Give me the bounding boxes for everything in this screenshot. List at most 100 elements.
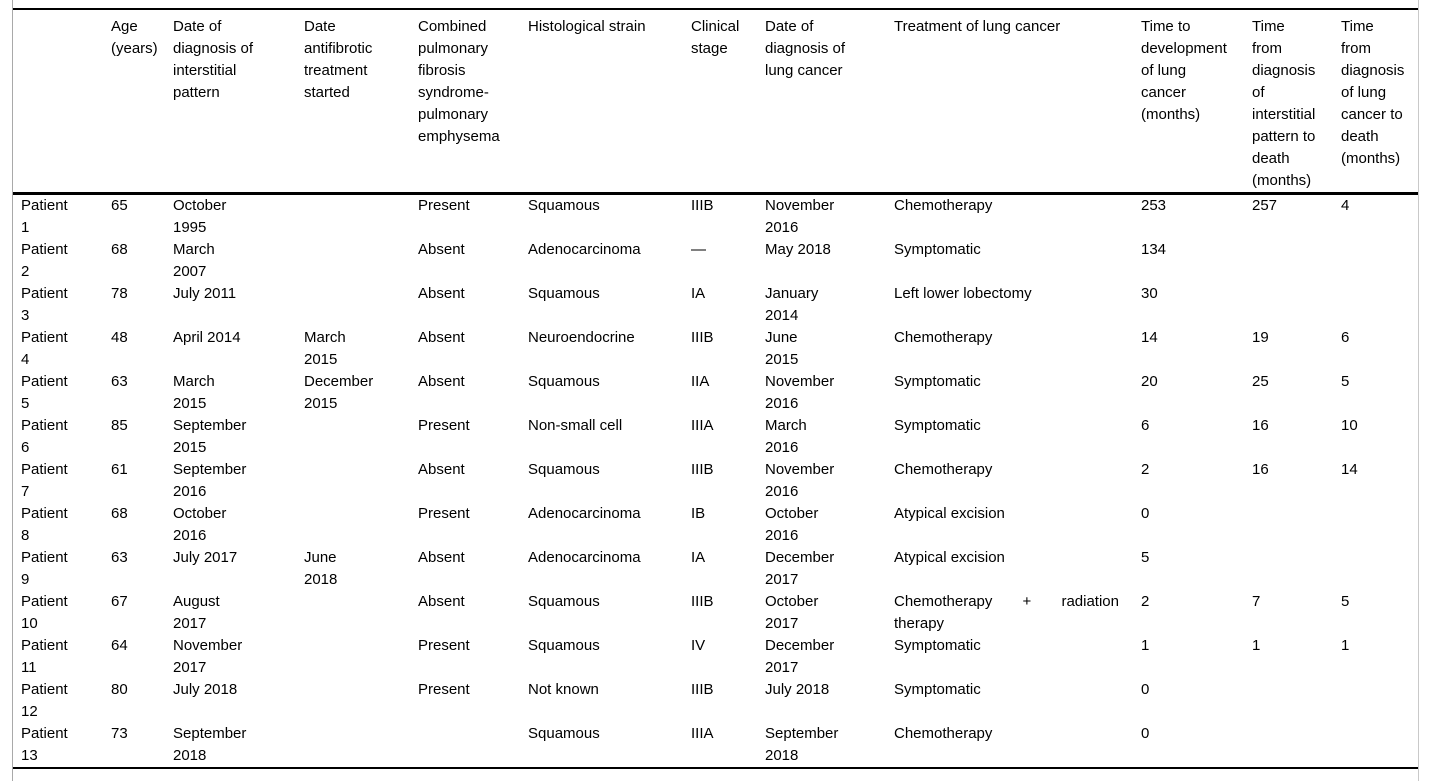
table-row: Patient 5 63 March 2015 December 2015 Absent…: [13, 371, 1418, 415]
table-cell: 80: [111, 681, 128, 698]
table-cell: October 2016: [765, 505, 819, 544]
table-cell: December 2017: [765, 637, 835, 676]
table-cell: November 2017: [173, 637, 243, 676]
table-cell: [1252, 679, 1341, 723]
column-header: [13, 9, 111, 195]
table-cell: October 2016: [173, 505, 227, 544]
table-cell: 2: [1141, 461, 1150, 478]
table-cell: [1341, 679, 1418, 723]
table-cell: —: [691, 241, 706, 258]
table-cell: March 2007: [173, 241, 215, 280]
table-cell: 25: [1252, 373, 1269, 390]
column-header: Age (years): [111, 9, 173, 195]
table-cell: 48: [111, 329, 128, 346]
table-cell: Neuroendocrine: [528, 329, 635, 346]
table-cell: January 2014: [765, 285, 819, 324]
table-cell: June 2018: [304, 549, 338, 588]
table-cell: 0: [1141, 725, 1150, 742]
table-cell: November 2016: [765, 197, 835, 236]
table-cell: 1: [1141, 637, 1150, 654]
table-cell: 78: [111, 285, 128, 302]
table-cell: 4: [1341, 197, 1350, 214]
patient-label-cell: Patient 6: [21, 417, 68, 456]
column-header: Histological strain: [528, 9, 691, 195]
table-cell: July 2018: [765, 681, 830, 698]
patient-label-cell: Patient 1: [21, 197, 68, 236]
table-cell: Absent: [418, 373, 465, 390]
column-header: Clinical stage: [691, 9, 765, 195]
table-cell: Symptomatic: [894, 241, 981, 258]
table-cell: 14: [1341, 461, 1358, 478]
table-cell: [1252, 723, 1341, 768]
table-cell: IA: [691, 285, 706, 302]
table-cell: Adenocarcinoma: [528, 241, 641, 258]
table-cell: 253: [1141, 197, 1167, 214]
patient-label-cell: Patient 5: [21, 373, 68, 412]
column-header: Time to development of lung cancer (mont…: [1141, 9, 1252, 195]
table-row: Patient 4 48 April 2014 March 2015 Absent Neu…: [13, 327, 1418, 371]
table-cell: 0: [1141, 505, 1150, 522]
table-cell: September 2018: [765, 725, 839, 764]
table-cell: Symptomatic: [894, 637, 981, 654]
table-cell: June 2015: [765, 329, 799, 368]
table-cell: 0: [1141, 681, 1150, 698]
patient-label-cell: Patient 3: [21, 285, 68, 324]
table-cell: Squamous: [528, 461, 600, 478]
patient-label-cell: Patient 9: [21, 549, 68, 588]
table-cell: October 2017: [765, 593, 819, 632]
patient-label-cell: Patient 11: [21, 637, 68, 676]
table-cell: November 2016: [765, 373, 835, 412]
table-cell: 257: [1252, 197, 1278, 214]
table-cell: Absent: [418, 461, 465, 478]
table-cell: 134: [1141, 241, 1167, 258]
table-cell: March 2015: [304, 329, 346, 368]
table-cell: Left lower lobectomy: [894, 285, 1032, 302]
table-cell: Non-small cell: [528, 417, 623, 434]
table-cell: IIIB: [691, 461, 714, 478]
table-cell: 16: [1252, 461, 1269, 478]
table-cell: 7: [1252, 593, 1261, 610]
table-cell: Squamous: [528, 637, 600, 654]
table-cell: 68: [111, 505, 128, 522]
table-cell: 61: [111, 461, 128, 478]
table-cell: [304, 415, 418, 459]
table-cell: 85: [111, 417, 128, 434]
table-cell: [1341, 503, 1418, 547]
table-cell: Chemotherapy + radiation therapy: [894, 593, 1119, 632]
column-header: Time from diagnosis of lung cancer to de…: [1341, 9, 1418, 195]
table-cell: [304, 194, 418, 240]
table-cell: Adenocarcinoma: [528, 549, 641, 566]
table-cell: [1341, 283, 1418, 327]
table-cell: [1252, 283, 1341, 327]
table-cell: Squamous: [528, 725, 600, 742]
document-page: Age (years) Date of diagnosis of intersti…: [12, 0, 1419, 781]
table-cell: September 2016: [173, 461, 247, 500]
table-cell: 20: [1141, 373, 1158, 390]
table-cell: 63: [111, 549, 128, 566]
table-cell: April 2014: [173, 329, 241, 346]
table-cell: 10: [1341, 417, 1358, 434]
table-cell: May 2018: [765, 241, 831, 258]
table-row: Patient 13 73 September 2018 Squamous IIIA Se…: [13, 723, 1418, 768]
patient-characteristics-table: Age (years) Date of diagnosis of intersti…: [13, 8, 1418, 769]
table-row: Patient 2 68 March 2007 Absent Adenocarcinom…: [13, 239, 1418, 283]
table-cell: 5: [1141, 549, 1150, 566]
table-row: Patient 10 67 August 2017 Absent Squamous III…: [13, 591, 1418, 635]
table-cell: Absent: [418, 593, 465, 610]
table-row: Patient 8 68 October 2016 Present Adenocarci…: [13, 503, 1418, 547]
table-cell: Present: [418, 417, 470, 434]
table-cell: [1252, 547, 1341, 591]
table-cell: 19: [1252, 329, 1269, 346]
table-row: Patient 1 65 October 1995 Present Squamous II…: [13, 194, 1418, 240]
table-cell: 68: [111, 241, 128, 258]
table-cell: March 2015: [173, 373, 215, 412]
table-cell: IIIA: [691, 725, 714, 742]
patient-label-cell: Patient 7: [21, 461, 68, 500]
table-cell: Absent: [418, 549, 465, 566]
table-cell: Squamous: [528, 285, 600, 302]
table-cell: August 2017: [173, 593, 220, 632]
table-cell: 5: [1341, 373, 1350, 390]
patient-label-cell: Patient 4: [21, 329, 68, 368]
table-cell: IB: [691, 505, 706, 522]
table-cell: Chemotherapy: [894, 329, 993, 346]
